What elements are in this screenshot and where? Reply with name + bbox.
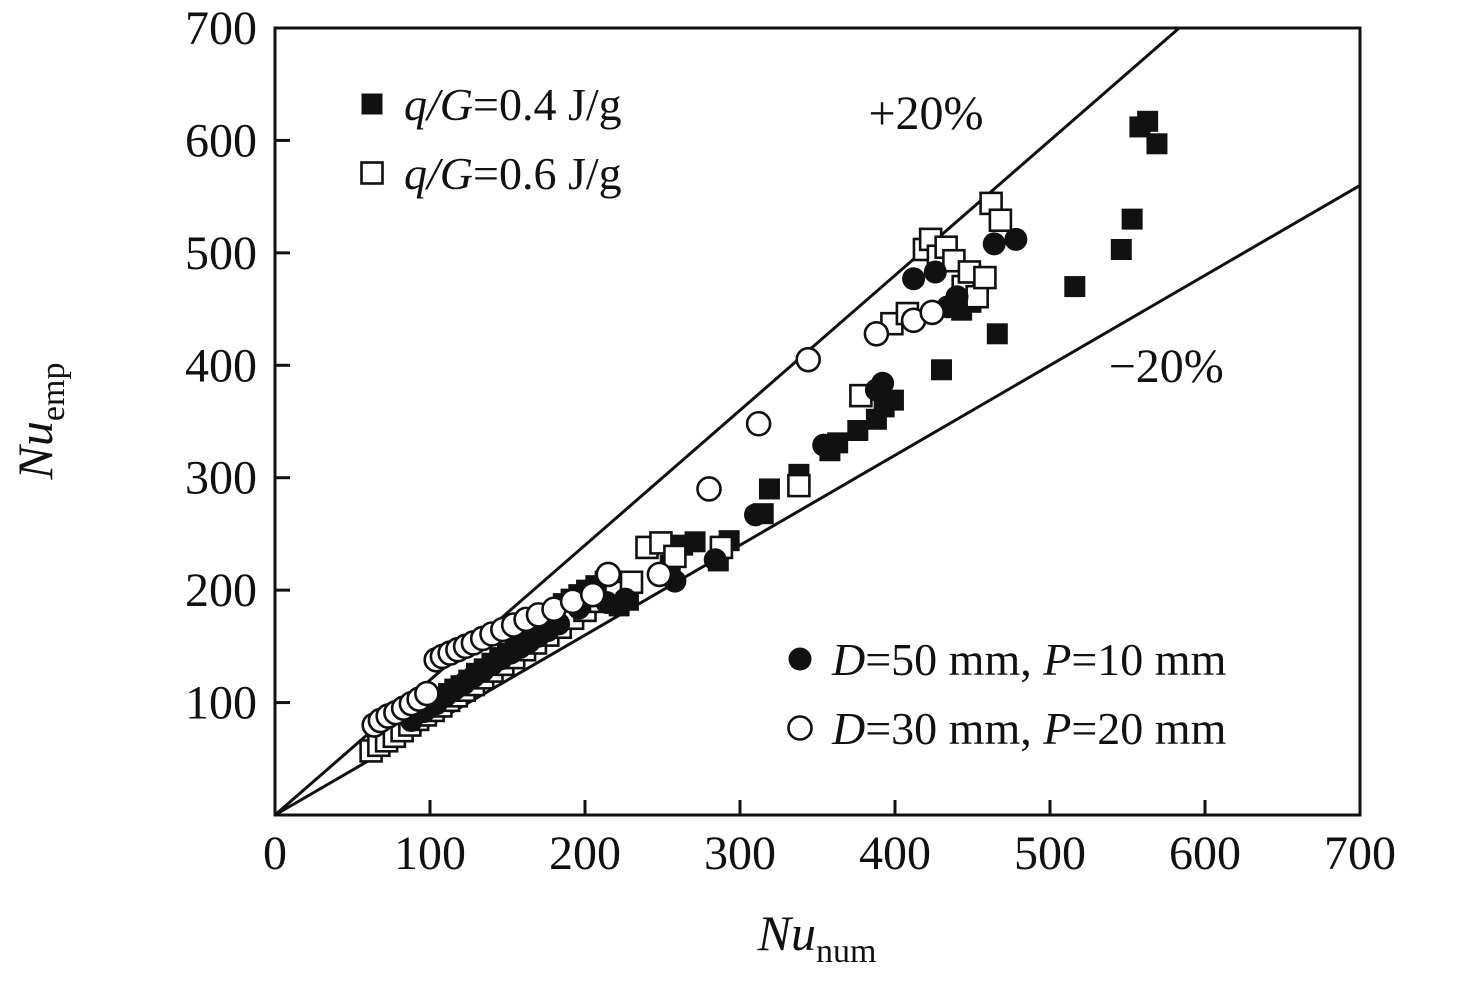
data-point-series-3 [863,321,890,347]
data-point-series-2 [871,371,895,395]
data-point-series-0 [1064,276,1086,298]
data-point-series-2 [613,587,637,611]
data-point-series-2 [902,267,926,291]
legend-label: q/G=0.6 J/g [404,148,622,199]
x-tick-label: 700 [1324,827,1396,880]
x-tick-label: 300 [704,827,776,880]
data-point-series-2 [703,548,727,572]
x-axis-label: Nunum [757,905,877,970]
y-axis-label: Nuemp [7,363,72,481]
y-tick-label: 500 [185,227,257,280]
data-point-series-0 [931,359,952,381]
y-tick-label: 100 [185,677,257,730]
data-point-series-1 [663,544,687,569]
data-point-series-0 [758,478,780,500]
legend-label: q/G=0.4 J/g [404,79,622,130]
x-tick-label: 200 [549,827,621,880]
data-point-series-1 [973,265,997,290]
y-tick-label: 700 [185,2,257,55]
data-point-series-2 [945,285,969,309]
x-tick-label: 0 [263,827,287,880]
x-tick-label: 500 [1014,827,1086,880]
data-point-series-3 [414,680,440,707]
y-tick-label: 200 [185,564,257,617]
x-tick-label: 600 [1169,827,1241,880]
data-point-series-0 [847,419,869,441]
y-axis-label-sub: emp [35,363,72,422]
y-tick-label: 600 [185,114,257,167]
data-point-series-0 [1110,238,1132,260]
data-point-series-0 [1121,208,1143,230]
data-point-series-2 [812,433,836,457]
data-point-series-1 [787,473,811,498]
data-point-series-3 [745,410,772,437]
data-point-series-3 [795,346,822,373]
legend-marker [788,647,812,671]
x-tick-label: 400 [859,827,931,880]
data-point-series-0 [684,531,706,553]
data-point-series-2 [923,260,947,284]
data-point-series-0 [986,323,1008,345]
legend-marker [361,93,383,115]
y-tick-label: 300 [185,452,257,505]
data-point-series-2 [744,503,767,527]
chart-layer: 0 100 200 300 400 500 600 700 100 200 300 400 500 600… [185,2,1396,880]
y-axis-label-main: Nu [7,421,63,480]
y-tick-label: 400 [185,339,257,392]
data-point-series-2 [1004,227,1028,251]
plot-border [273,26,1362,817]
data-point-series-3 [595,561,622,588]
data-point-series-1 [988,208,1013,233]
data-point-series-0 [1137,110,1159,132]
legend-marker [787,715,813,741]
reference-line-label: +20% [868,87,983,140]
legend-label: D=30 mm, P=20 mm [831,703,1227,754]
data-point-series-3 [696,476,722,502]
legend-label: D=50 mm, P=10 mm [831,634,1227,685]
legend-marker [360,161,384,185]
data-point-series-3 [919,299,946,326]
data-point-series-2 [982,232,1006,256]
reference-line-label: −20% [1109,340,1224,393]
x-axis-label-sub: num [816,933,876,970]
data-point-series-0 [882,389,904,411]
data-point-series-3 [646,561,673,588]
x-axis-label-main: Nu [757,905,816,961]
data-point-series-0 [1146,133,1168,155]
data-point-series-3 [579,581,606,608]
x-tick-label: 100 [394,827,466,880]
